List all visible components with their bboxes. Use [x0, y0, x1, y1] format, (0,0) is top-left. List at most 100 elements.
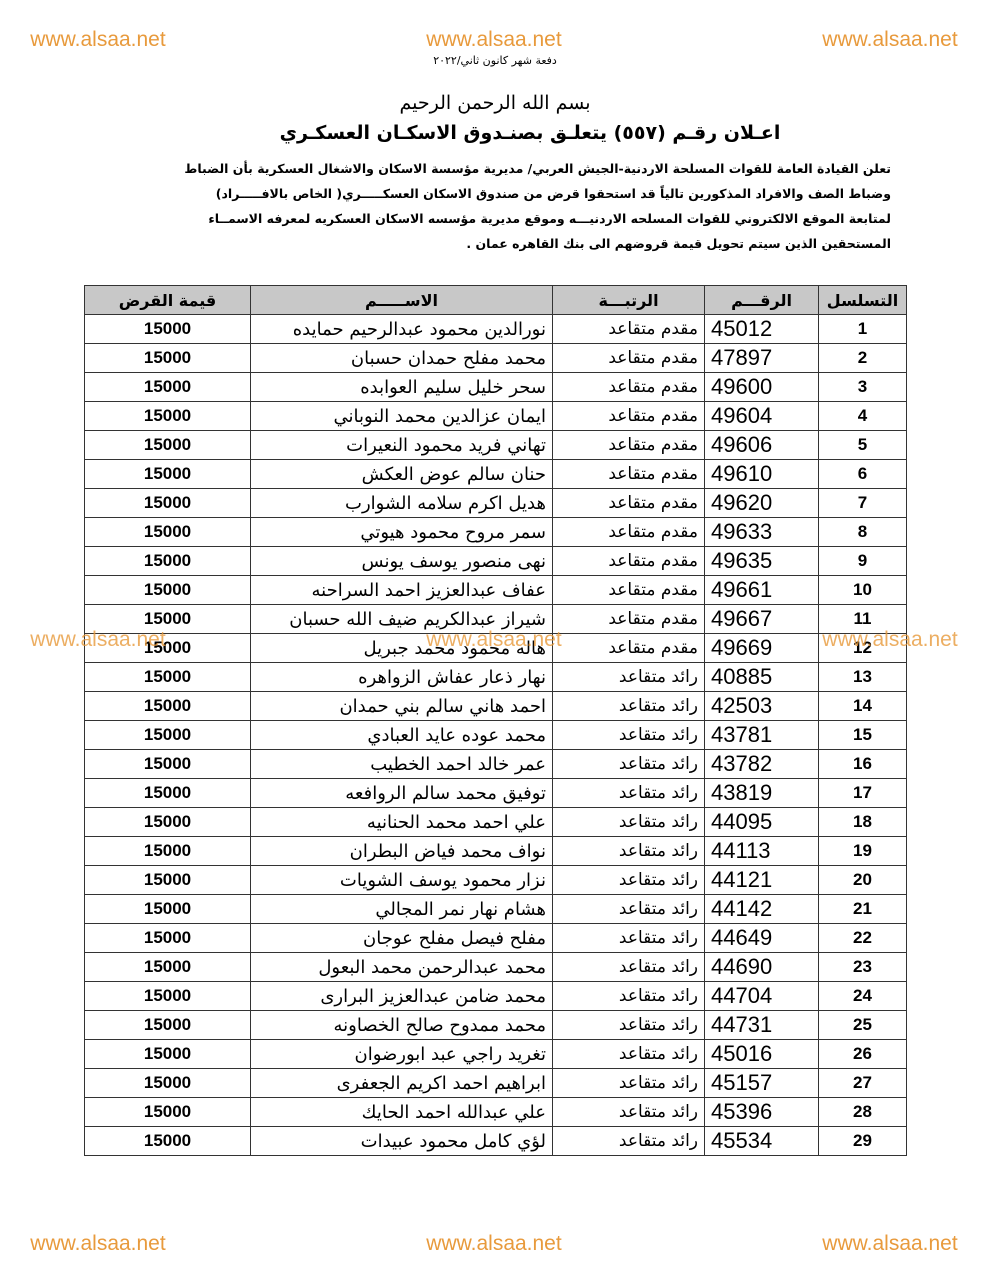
name-cell: لؤي كامل محمود عبيدات: [250, 1126, 553, 1156]
rank-cell: مقدم متقاعد: [552, 488, 705, 518]
paragraph-line: تعلن القيادة العامة للقوات المسلحة الارد…: [184, 161, 891, 176]
amount-cell: 15000: [84, 952, 251, 982]
name-cell: محمد ضامن عبدالعزيز البرارى: [250, 981, 553, 1011]
number-cell: 44704: [704, 981, 819, 1011]
amount-cell: 15000: [84, 517, 251, 547]
rank-cell: رائد متقاعد: [552, 720, 705, 750]
serial-cell: 21: [818, 894, 907, 924]
number-cell: 45396: [704, 1097, 819, 1127]
table-row: 22 44649 رائد متقاعد مفلح فيصل مفلح عوجان 15…: [84, 923, 907, 953]
name-cell: تهاني فريد محمود النعيرات: [250, 430, 553, 460]
amount-cell: 15000: [84, 1126, 251, 1156]
rank-cell: مقدم متقاعد: [552, 546, 705, 576]
serial-cell: 13: [818, 662, 907, 692]
name-cell: نورالدين محمود عبدالرحيم حمايده: [250, 314, 553, 344]
rank-cell: مقدم متقاعد: [552, 517, 705, 547]
serial-cell: 11: [818, 604, 907, 634]
amount-cell: 15000: [84, 546, 251, 576]
amount-cell: 15000: [84, 372, 251, 402]
table-row: 1 45012 مقدم متقاعد نورالدين محمود عبدالرحي…: [84, 314, 907, 344]
name-cell: احمد هاني سالم بني حمدان: [250, 691, 553, 721]
amount-cell: 15000: [84, 720, 251, 750]
amount-cell: 15000: [84, 836, 251, 866]
header-row: التسلسل الرقـــم الرتبـــة الاســـــم قيمة ا…: [84, 285, 907, 315]
table-row: 27 45157 رائد متقاعد ابراهيم احمد اكريم الج…: [84, 1068, 907, 1098]
number-cell: 49600: [704, 372, 819, 402]
serial-cell: 18: [818, 807, 907, 837]
rank-cell: رائد متقاعد: [552, 1097, 705, 1127]
table-row: 29 45534 رائد متقاعد لؤي كامل محمود عبيدات 1…: [84, 1126, 907, 1156]
amount-cell: 15000: [84, 1010, 251, 1040]
amount-cell: 15000: [84, 633, 251, 663]
number-cell: 40885: [704, 662, 819, 692]
name-cell: محمد مفلح حمدان حسبان: [250, 343, 553, 373]
number-cell: 44113: [704, 836, 819, 866]
table-row: 13 40885 رائد متقاعد نهار ذعار عفاش الزواهر…: [84, 662, 907, 692]
serial-cell: 3: [818, 372, 907, 402]
column-header: التسلسل: [818, 285, 907, 315]
amount-cell: 15000: [84, 575, 251, 605]
table-row: 17 43819 رائد متقاعد توفيق محمد سالم الرواف…: [84, 778, 907, 808]
number-cell: 49661: [704, 575, 819, 605]
rank-cell: رائد متقاعد: [552, 923, 705, 953]
serial-cell: 24: [818, 981, 907, 1011]
serial-cell: 10: [818, 575, 907, 605]
rank-cell: رائد متقاعد: [552, 1068, 705, 1098]
amount-cell: 15000: [84, 488, 251, 518]
watermark: www.alsaa.net: [426, 28, 562, 51]
number-cell: 49633: [704, 517, 819, 547]
rank-cell: مقدم متقاعد: [552, 459, 705, 489]
rank-cell: رائد متقاعد: [552, 662, 705, 692]
table-row: 8 49633 مقدم متقاعد سمر مروح محمود هيوتي 150…: [84, 517, 907, 547]
number-cell: 49667: [704, 604, 819, 634]
amount-cell: 15000: [84, 807, 251, 837]
number-cell: 44731: [704, 1010, 819, 1040]
rank-cell: مقدم متقاعد: [552, 604, 705, 634]
table-row: 28 45396 رائد متقاعد علي عبدالله احمد الحاي…: [84, 1097, 907, 1127]
number-cell: 47897: [704, 343, 819, 373]
number-cell: 44095: [704, 807, 819, 837]
rank-cell: رائد متقاعد: [552, 1010, 705, 1040]
name-cell: ابراهيم احمد اكريم الجعفرى: [250, 1068, 553, 1098]
name-cell: تغريد راجي عبد ابورضوان: [250, 1039, 553, 1069]
column-header: الاســـــم: [250, 285, 553, 315]
watermark: www.alsaa.net: [30, 1232, 166, 1255]
number-cell: 44649: [704, 923, 819, 953]
serial-cell: 22: [818, 923, 907, 953]
table-row: 21 44142 رائد متقاعد هشام نهار نمر المجالي 1…: [84, 894, 907, 924]
name-cell: سحر خليل سليم العوابده: [250, 372, 553, 402]
number-cell: 49669: [704, 633, 819, 663]
table-row: 9 49635 مقدم متقاعد نهى منصور يوسف يونس 1500…: [84, 546, 907, 576]
table-body: 1 45012 مقدم متقاعد نورالدين محمود عبدالرحي…: [84, 314, 907, 1156]
rank-cell: رائد متقاعد: [552, 1039, 705, 1069]
serial-cell: 15: [818, 720, 907, 750]
table-row: 18 44095 رائد متقاعد علي احمد محمد الحنانيه…: [84, 807, 907, 837]
number-cell: 45016: [704, 1039, 819, 1069]
name-cell: علي عبدالله احمد الحايك: [250, 1097, 553, 1127]
paragraph: تعلن القيادة العامة للقوات المسلحة الارد…: [131, 156, 891, 256]
paragraph-line: وضباط الصف والافراد المذكورين تالياً قد …: [215, 186, 891, 201]
name-cell: ايمان عزالدين محمد النوباني: [250, 401, 553, 431]
column-header: الرقـــم: [704, 285, 819, 315]
serial-cell: 17: [818, 778, 907, 808]
watermark: www.alsaa.net: [822, 28, 958, 51]
number-cell: 49606: [704, 430, 819, 460]
rank-cell: رائد متقاعد: [552, 778, 705, 808]
name-cell: سمر مروح محمود هيوتي: [250, 517, 553, 547]
name-cell: هشام نهار نمر المجالي: [250, 894, 553, 924]
serial-cell: 4: [818, 401, 907, 431]
number-cell: 43782: [704, 749, 819, 779]
name-cell: عمر خالد احمد الخطيب: [250, 749, 553, 779]
amount-cell: 15000: [84, 1068, 251, 1098]
table-row: 24 44704 رائد متقاعد محمد ضامن عبدالعزيز ال…: [84, 981, 907, 1011]
table-row: 26 45016 رائد متقاعد تغريد راجي عبد ابورضوا…: [84, 1039, 907, 1069]
number-cell: 45534: [704, 1126, 819, 1156]
rank-cell: مقدم متقاعد: [552, 314, 705, 344]
serial-cell: 25: [818, 1010, 907, 1040]
amount-cell: 15000: [84, 981, 251, 1011]
name-cell: هاله محمود محمد جبريل: [250, 633, 553, 663]
amount-cell: 15000: [84, 401, 251, 431]
rank-cell: رائد متقاعد: [552, 836, 705, 866]
table-row: 7 49620 مقدم متقاعد هديل اكرم سلامه الشوارب…: [84, 488, 907, 518]
